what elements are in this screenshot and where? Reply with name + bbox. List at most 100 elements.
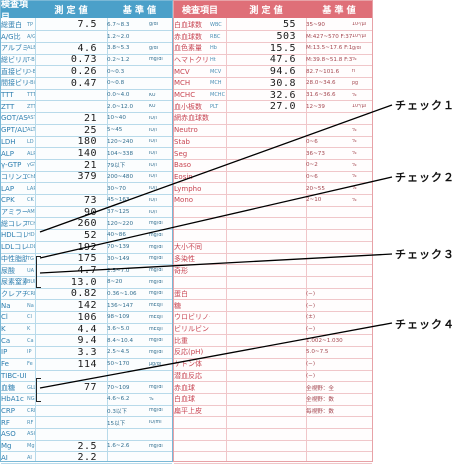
measured-value: 30.8	[269, 77, 296, 89]
reference-range: 37~125	[107, 209, 130, 216]
reference-range: M:39.8~51.8 F:33.4~44.9	[306, 56, 352, 63]
reference-range: 2.0~12.0	[107, 103, 134, 110]
left-result-row: 間接ビリルビンI-Bil 0.47 0~0.8	[1, 78, 172, 90]
item-name: MCH	[174, 79, 191, 88]
item-code: ALP	[27, 150, 35, 157]
item-code: NGSP	[27, 396, 35, 403]
item-name: Seg	[174, 149, 188, 158]
reference-range: 79以下	[107, 163, 126, 170]
reference-range: 30~70	[107, 185, 126, 192]
item-code: TCH	[27, 220, 35, 227]
check-4-label: チェック４	[395, 318, 455, 331]
unit-label: %	[352, 151, 357, 157]
reference-range: 1.6~2.6	[107, 443, 130, 450]
right-result-row: Neutro%	[174, 124, 372, 136]
left-result-row: アミラーゼAMY 90 37~125 IU/l	[1, 206, 172, 218]
measured-value: 9.4	[77, 335, 97, 347]
reference-range: 12~39	[306, 103, 325, 110]
reference-range: (−)	[306, 372, 316, 379]
measured-value: 192	[77, 241, 97, 253]
item-code: γGT	[27, 162, 35, 169]
measured-value: 13.0	[70, 276, 97, 288]
reference-range: 2~10	[306, 197, 322, 204]
item-code: AMY	[27, 209, 35, 216]
reference-range: 28.0~34.6	[306, 80, 336, 87]
reference-range: (−)	[306, 302, 316, 309]
item-name: 奇形	[174, 266, 188, 275]
bracket-renal	[36, 256, 41, 288]
left-result-row: 中性脂肪 TG 175 30~149 mg/dl	[1, 253, 172, 265]
blood-chemistry-panel: 検査項目 測 定 値 基 準 値 総蛋白 TP 7.5 6.7~8.3 g/dl A/G比…	[0, 0, 173, 464]
item-code: WBC	[210, 21, 222, 28]
unit-label: mg/dl	[149, 385, 163, 391]
hematology-urinalysis-panel: 検査項目 測 定 値 基 準 値 白血球数 WBC 55 35~90 10²/μl 赤血球…	[173, 0, 373, 464]
item-code: HDL	[27, 232, 35, 239]
item-name: Ca	[1, 336, 11, 345]
right-result-row: 蛋白 (−)	[174, 288, 372, 300]
item-name: Lympho	[174, 184, 202, 193]
left-result-row: 尿酸 UA 4.7 2.5~7.0 mg/dl	[1, 265, 172, 277]
unit-label: mg/dl	[149, 408, 163, 414]
item-name: AI	[1, 453, 8, 462]
item-code: MCV	[210, 68, 222, 75]
item-code: ALT	[27, 127, 35, 134]
check-1-label: チェック１	[395, 99, 455, 112]
reference-range: 120~240	[107, 138, 134, 145]
reference-range: 0.0~4.0	[107, 92, 130, 99]
item-name: 多染性	[174, 254, 195, 263]
right-result-row: 扁平上皮 毎視野：数	[174, 405, 372, 417]
item-name: CRP	[1, 406, 15, 415]
reference-range: 0~0.3	[107, 68, 125, 75]
item-code: TP	[27, 21, 34, 28]
item-code: BUN	[27, 279, 35, 286]
measured-value: 142	[77, 300, 97, 312]
item-name: TTT	[1, 91, 14, 100]
reference-range: 200~480	[107, 173, 134, 180]
unit-label: mg/dl	[149, 349, 163, 355]
measured-value: 175	[77, 253, 97, 265]
reference-range: 3.8~5.3	[107, 45, 130, 52]
unit-label: IU/l	[149, 151, 157, 157]
item-code: ALB	[27, 45, 35, 52]
unit-label: mg/dl	[149, 268, 163, 274]
item-name: 白血球数	[174, 20, 202, 29]
item-name: LDLコレステロール	[1, 243, 27, 252]
reference-range: M:13.5~17.6 F:11.3~15.2	[306, 45, 352, 52]
unit-label: g/dl	[149, 45, 159, 51]
left-result-row: コリンエステラーゼChE 379 200~480 IU/l	[1, 171, 172, 183]
item-name: TIBC-UIBC	[1, 371, 27, 380]
reference-range: 5.0~7.5	[306, 349, 329, 356]
left-result-row: TTT TTT 0.0~4.0 KU	[1, 89, 172, 101]
reference-range: 0~2	[306, 162, 318, 169]
item-name: Baso	[174, 161, 192, 170]
left-result-row: Mg Mg 2.5 1.6~2.6 mg/dl	[1, 440, 172, 452]
item-name: ビリルビン	[174, 325, 209, 334]
item-name: 血色素量	[174, 44, 202, 53]
measured-value: 21	[83, 112, 97, 124]
unit-label: %	[352, 174, 357, 180]
right-result-row: MCV MCV 94.6 82.7~101.6 fl	[174, 66, 372, 78]
item-name: アルブミン	[1, 44, 27, 53]
item-name: CPK	[1, 196, 15, 205]
reference-range: 全視野：全	[306, 385, 334, 392]
reference-range: 40~86	[107, 232, 126, 239]
unit-label: %	[149, 396, 154, 402]
measured-value: 27.0	[269, 101, 296, 113]
unit-label: mg/dl	[149, 291, 163, 297]
left-result-row: ZTT ZTT 2.0~12.0 KU	[1, 101, 172, 113]
measured-value: 379	[77, 171, 97, 183]
unit-label: mg/dl	[149, 338, 163, 344]
unit-label: IU/l	[149, 186, 157, 192]
item-code: TG	[27, 255, 34, 262]
unit-label: %	[352, 197, 357, 203]
right-result-row: MCHC MCHC 32.6 31.6~36.6%	[174, 89, 372, 101]
item-code: Fe	[27, 361, 33, 368]
unit-label: mg/dl	[149, 57, 163, 63]
measured-value: 52	[83, 229, 97, 241]
measured-value: 4.6	[77, 42, 97, 54]
reference-range: (−)	[306, 290, 316, 297]
right-result-row	[174, 230, 372, 242]
item-name: ASO	[1, 430, 16, 439]
measured-value: 32.6	[269, 89, 296, 101]
item-code: K	[27, 326, 31, 333]
